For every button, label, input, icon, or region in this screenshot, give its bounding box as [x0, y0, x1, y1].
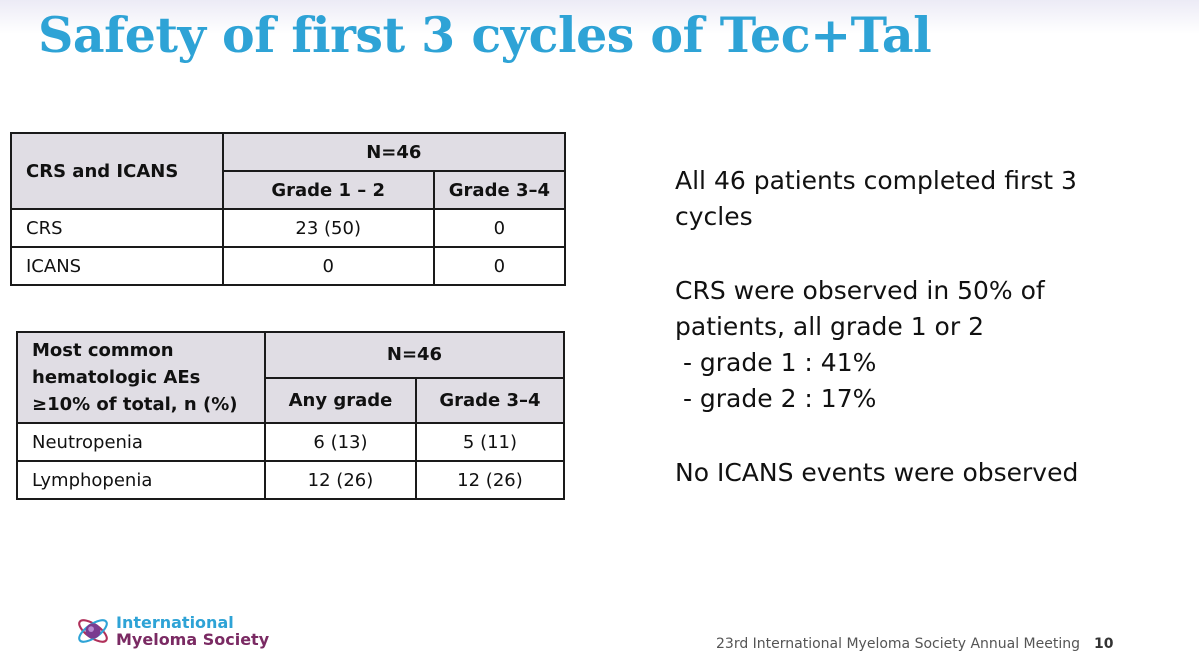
col-header-any-grade: Any grade: [264, 376, 417, 424]
corner-line: hematologic AEs: [32, 367, 201, 388]
row-label: Neutropenia: [16, 422, 266, 462]
table-row: Neutropenia 6 (13) 5 (11): [16, 422, 566, 462]
cell-value: 0: [432, 246, 567, 286]
note-icans: No ICANS events were observed: [675, 458, 1079, 487]
table-row: Lymphopenia 12 (26) 12 (26): [16, 460, 566, 500]
cell-value: 6 (13): [264, 422, 417, 462]
row-label: Lymphopenia: [16, 460, 266, 500]
slide-footer: 23rd International Myeloma Society Annua…: [716, 636, 1113, 652]
cell-value: 0: [221, 246, 435, 286]
hematologic-ae-table: Most common hematologic AEs ≥10% of tota…: [16, 331, 566, 500]
cell-value: 12 (26): [414, 460, 566, 500]
col-header-grade-1-2: Grade 1 – 2: [221, 170, 435, 210]
n-header: N=46: [264, 331, 565, 379]
logo-line-1: International: [116, 613, 234, 632]
cell-value: 23 (50): [221, 208, 435, 248]
row-label: ICANS: [10, 246, 224, 286]
corner-line: ≥10% of total, n (%): [32, 394, 238, 415]
cell-value: 0: [432, 208, 567, 248]
table-corner-header: Most common hematologic AEs ≥10% of tota…: [16, 331, 266, 424]
summary-notes: All 46 patients completed first 3 cycles…: [675, 163, 1105, 491]
atom-icon: [78, 619, 108, 643]
row-label: CRS: [10, 208, 224, 248]
col-header-grade-3-4: Grade 3–4: [432, 170, 567, 210]
cell-value: 5 (11): [414, 422, 566, 462]
note-completed: All 46 patients completed first 3 cycles: [675, 166, 1077, 231]
footer-text: 23rd International Myeloma Society Annua…: [716, 636, 1080, 652]
note-grade-1: - grade 1 : 41%: [675, 348, 877, 377]
crs-icans-table: CRS and ICANS N=46 Grade 1 – 2 Grade 3–4…: [10, 132, 567, 286]
table-row: ICANS 0 0: [10, 246, 567, 286]
corner-line: Most common: [32, 340, 174, 361]
table-corner-header: CRS and ICANS: [10, 132, 224, 210]
col-header-grade-3-4: Grade 3–4: [414, 376, 566, 424]
n-header: N=46: [221, 132, 567, 172]
note-crs: CRS were observed in 50% of patients, al…: [675, 276, 1045, 341]
page-number: 10: [1094, 636, 1114, 652]
note-grade-2: - grade 2 : 17%: [675, 384, 877, 413]
table-row: CRS 23 (50) 0: [10, 208, 567, 248]
cell-value: 12 (26): [264, 460, 417, 500]
slide-title: Safety of first 3 cycles of Tec+Tal: [38, 6, 932, 64]
logo-line-2: Myeloma Society: [116, 630, 270, 649]
